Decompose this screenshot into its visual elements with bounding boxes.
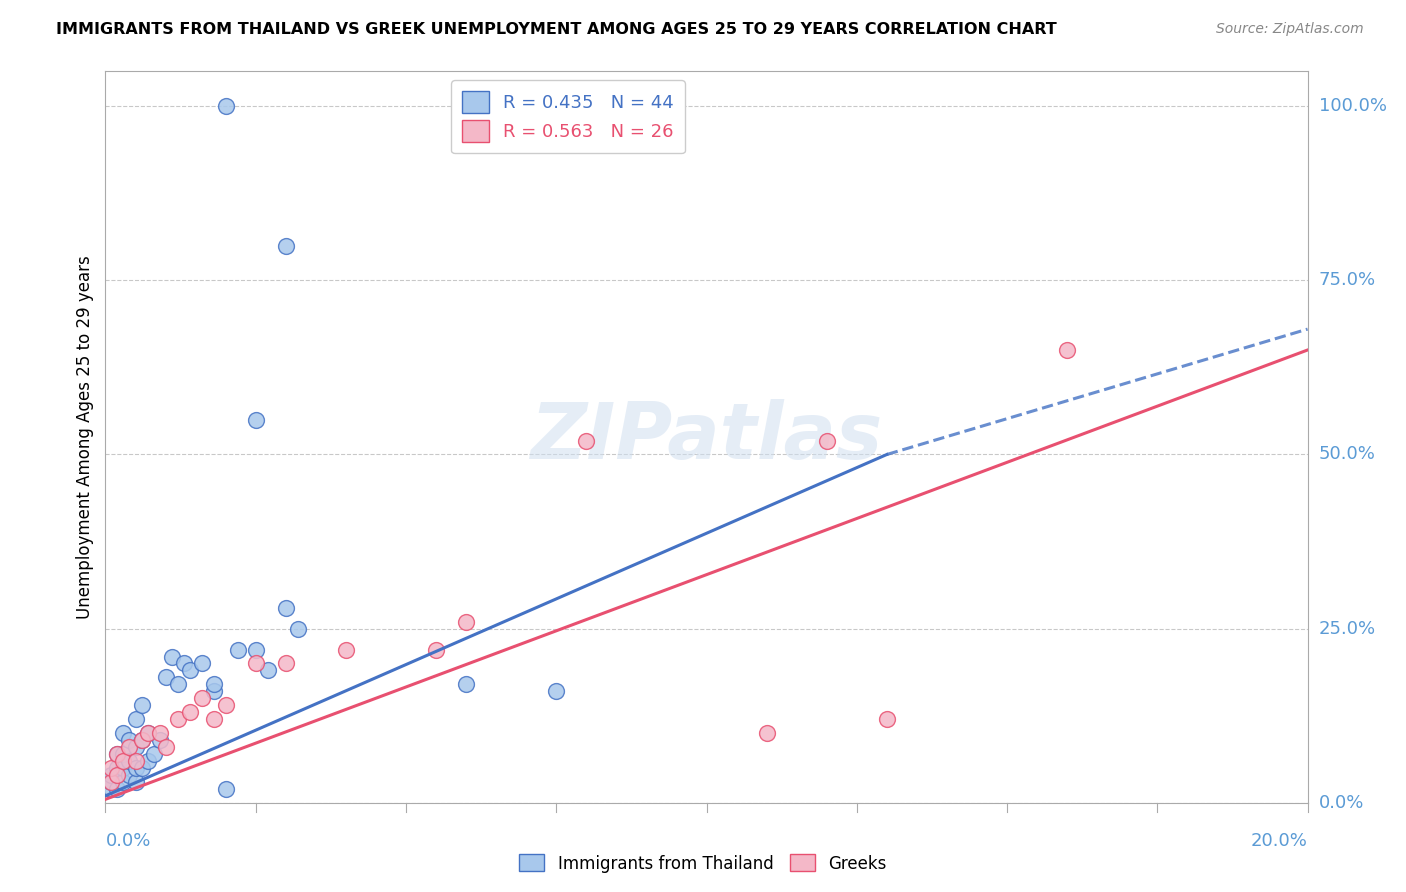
Point xyxy=(166,712,188,726)
Point xyxy=(118,754,141,768)
Point xyxy=(166,677,188,691)
Point xyxy=(131,733,153,747)
Point xyxy=(214,99,236,113)
Point xyxy=(1056,343,1078,357)
Point xyxy=(179,705,201,719)
Point xyxy=(112,754,135,768)
Point xyxy=(454,615,477,629)
Point xyxy=(107,747,129,761)
Point xyxy=(131,698,153,713)
Point xyxy=(136,726,159,740)
Point xyxy=(124,775,146,789)
Point xyxy=(256,664,278,678)
Point xyxy=(112,747,135,761)
Point xyxy=(815,434,838,448)
Text: 20.0%: 20.0% xyxy=(1251,832,1308,850)
Text: 0.0%: 0.0% xyxy=(105,832,150,850)
Point xyxy=(100,761,122,775)
Point xyxy=(124,740,146,755)
Y-axis label: Unemployment Among Ages 25 to 29 years: Unemployment Among Ages 25 to 29 years xyxy=(76,255,94,619)
Point xyxy=(107,781,129,796)
Point xyxy=(179,664,201,678)
Point xyxy=(202,712,225,726)
Point xyxy=(155,740,177,755)
Point xyxy=(173,657,195,671)
Text: Source: ZipAtlas.com: Source: ZipAtlas.com xyxy=(1216,22,1364,37)
Point xyxy=(107,768,129,782)
Point xyxy=(112,775,135,789)
Point xyxy=(287,622,309,636)
Point xyxy=(755,726,778,740)
Point xyxy=(226,642,249,657)
Point xyxy=(100,775,122,789)
Point xyxy=(274,600,297,615)
Point xyxy=(575,434,598,448)
Point xyxy=(112,761,135,775)
Text: 25.0%: 25.0% xyxy=(1319,620,1376,638)
Point xyxy=(118,768,141,782)
Point xyxy=(107,768,129,782)
Legend: Immigrants from Thailand, Greeks: Immigrants from Thailand, Greeks xyxy=(513,847,893,880)
Text: 50.0%: 50.0% xyxy=(1319,445,1375,464)
Point xyxy=(160,649,183,664)
Point xyxy=(136,754,159,768)
Point xyxy=(118,740,141,755)
Point xyxy=(124,712,146,726)
Point xyxy=(876,712,898,726)
Point xyxy=(245,642,267,657)
Point xyxy=(274,657,297,671)
Legend: R = 0.435   N = 44, R = 0.563   N = 26: R = 0.435 N = 44, R = 0.563 N = 26 xyxy=(451,80,685,153)
Point xyxy=(190,691,212,706)
Text: 75.0%: 75.0% xyxy=(1319,271,1376,289)
Point xyxy=(100,768,122,782)
Text: IMMIGRANTS FROM THAILAND VS GREEK UNEMPLOYMENT AMONG AGES 25 TO 29 YEARS CORRELA: IMMIGRANTS FROM THAILAND VS GREEK UNEMPL… xyxy=(56,22,1057,37)
Point xyxy=(107,761,129,775)
Point xyxy=(148,726,170,740)
Point xyxy=(425,642,447,657)
Point xyxy=(155,670,177,684)
Point xyxy=(335,642,357,657)
Point xyxy=(190,657,212,671)
Point xyxy=(202,677,225,691)
Point xyxy=(245,412,267,426)
Point xyxy=(214,781,236,796)
Point xyxy=(214,698,236,713)
Point xyxy=(131,761,153,775)
Point xyxy=(546,684,568,698)
Point xyxy=(136,726,159,740)
Text: ZIPatlas: ZIPatlas xyxy=(530,399,883,475)
Point xyxy=(118,733,141,747)
Text: 0.0%: 0.0% xyxy=(1319,794,1364,812)
Point xyxy=(112,726,135,740)
Point xyxy=(274,238,297,252)
Point xyxy=(124,761,146,775)
Point xyxy=(142,747,165,761)
Point xyxy=(100,781,122,796)
Point xyxy=(202,684,225,698)
Point xyxy=(100,775,122,789)
Point xyxy=(124,754,146,768)
Point xyxy=(454,677,477,691)
Point xyxy=(107,747,129,761)
Text: 100.0%: 100.0% xyxy=(1319,97,1386,115)
Point xyxy=(131,733,153,747)
Point xyxy=(245,657,267,671)
Point xyxy=(148,733,170,747)
